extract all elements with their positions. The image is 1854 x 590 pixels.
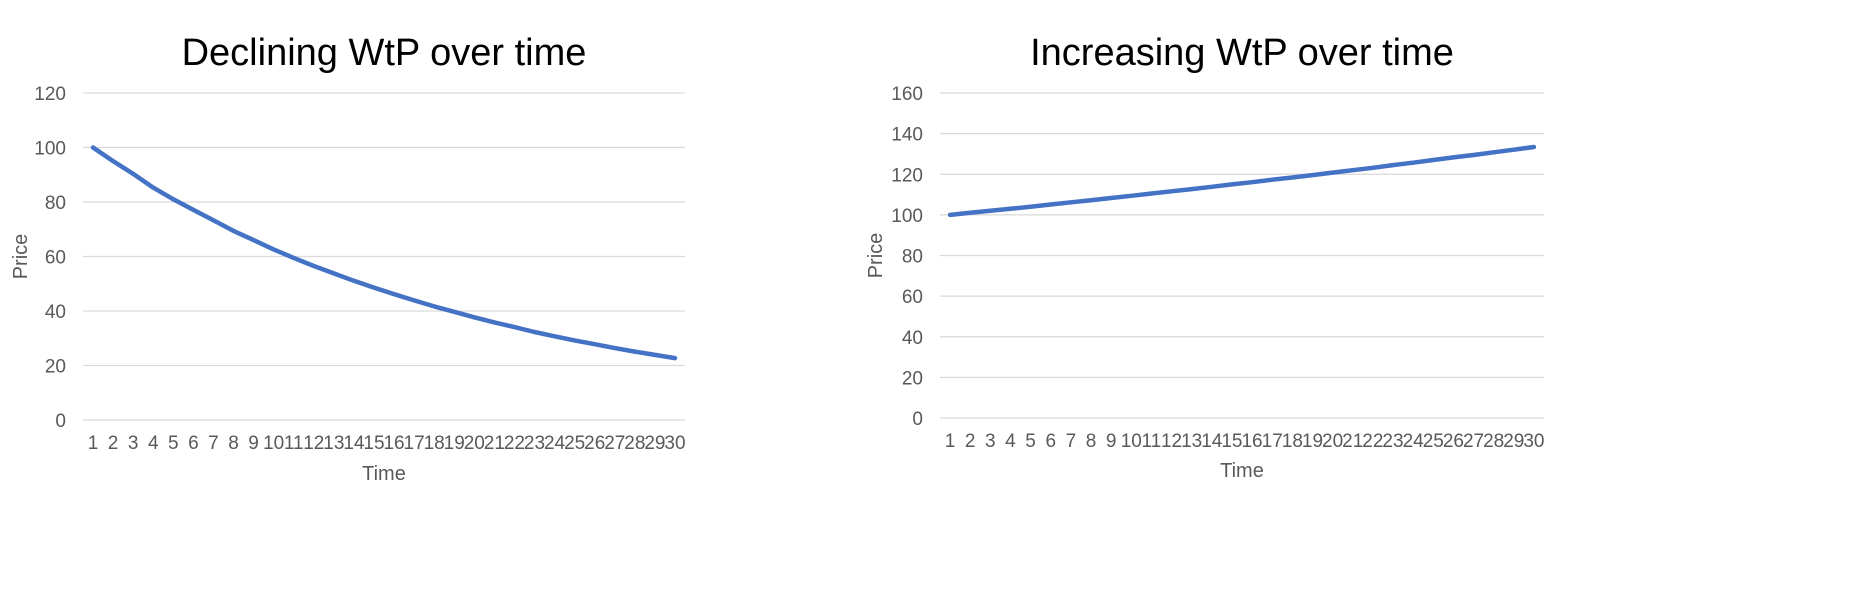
- y-tick-label: 160: [891, 84, 923, 105]
- x-tick-label: 17: [404, 433, 425, 454]
- x-tick-label: 1: [88, 433, 99, 454]
- x-tick-label: 8: [1086, 431, 1097, 452]
- x-tick-label: 12: [303, 433, 324, 454]
- chart-title: Increasing WtP over time: [1030, 32, 1454, 74]
- y-tick-label: 100: [34, 139, 66, 160]
- x-tick-label: 18: [1282, 431, 1303, 452]
- x-tick-label: 29: [644, 433, 665, 454]
- x-tick-label: 9: [1106, 431, 1117, 452]
- x-tick-label: 5: [168, 433, 179, 454]
- x-tick-label: 9: [248, 433, 259, 454]
- y-axis-label: Price: [865, 233, 887, 279]
- x-tick-label: 22: [504, 433, 525, 454]
- y-tick-label: 60: [45, 248, 66, 269]
- x-tick-label: 8: [228, 433, 239, 454]
- x-tick-label: 13: [1181, 431, 1202, 452]
- x-tick-label: 10: [263, 433, 284, 454]
- x-tick-label: 20: [1322, 431, 1343, 452]
- x-tick-label: 3: [128, 433, 139, 454]
- x-tick-label: 30: [1523, 431, 1544, 452]
- x-tick-label: 28: [624, 433, 645, 454]
- x-tick-label: 27: [604, 433, 625, 454]
- y-tick-label: 40: [45, 302, 66, 323]
- x-tick-label: 1: [945, 431, 956, 452]
- x-tick-label: 25: [1423, 431, 1444, 452]
- y-tick-label: 60: [902, 287, 923, 308]
- x-tick-label: 21: [484, 433, 505, 454]
- x-tick-label: 14: [1201, 431, 1223, 452]
- x-tick-label: 11: [284, 433, 304, 454]
- x-tick-label: 22: [1362, 431, 1383, 452]
- y-tick-label: 0: [912, 409, 923, 430]
- x-axis-label: Time: [362, 463, 406, 485]
- chart-svg: Increasing WtP over time0204060801001201…: [865, 32, 1545, 482]
- x-tick-label: 26: [584, 433, 605, 454]
- y-tick-label: 140: [891, 125, 923, 146]
- x-axis-label: Time: [1220, 460, 1264, 482]
- x-tick-label: 19: [1302, 431, 1323, 452]
- y-tick-label: 100: [891, 206, 923, 227]
- x-tick-label: 26: [1443, 431, 1464, 452]
- x-tick-label: 10: [1121, 431, 1142, 452]
- y-tick-label: 20: [902, 368, 923, 389]
- x-tick-label: 7: [208, 433, 219, 454]
- chart-title: Declining WtP over time: [182, 32, 587, 74]
- x-tick-label: 23: [524, 433, 545, 454]
- x-tick-label: 24: [544, 433, 566, 454]
- y-tick-label: 80: [45, 193, 66, 214]
- x-tick-label: 24: [1403, 431, 1425, 452]
- series-line: [90, 145, 678, 361]
- chart-increasing-wtp: Increasing WtP over time 0 20 40 60 80 100 120 1…: [865, 0, 1854, 590]
- y-tick-label: 20: [45, 357, 66, 378]
- y-tick-label: 80: [902, 247, 923, 268]
- x-tick-label: 6: [1045, 431, 1056, 452]
- x-tick-label: 20: [464, 433, 485, 454]
- y-tick-label: 0: [55, 411, 66, 432]
- x-tick-label: 2: [108, 433, 119, 454]
- x-tick-label: 21: [1342, 431, 1363, 452]
- chart-declining-wtp: Declining WtP over time 0 20 40 60 80 100 120 1 2…: [10, 32, 686, 485]
- x-tick-label: 4: [148, 433, 159, 454]
- y-tick-label: 40: [902, 328, 923, 349]
- x-tick-label: 3: [985, 431, 996, 452]
- x-tick-label: 11: [1142, 431, 1162, 452]
- x-tick-label: 5: [1025, 431, 1036, 452]
- x-tick-label: 16: [1241, 431, 1262, 452]
- x-tick-label: 19: [444, 433, 465, 454]
- x-tick-label: 29: [1503, 431, 1524, 452]
- x-tick-label: 12: [1161, 431, 1182, 452]
- x-tick-label: 28: [1483, 431, 1504, 452]
- x-tick-label: 25: [564, 433, 585, 454]
- x-tick-label: 23: [1382, 431, 1403, 452]
- x-tick-label: 18: [424, 433, 445, 454]
- x-tick-label: 7: [1066, 431, 1077, 452]
- y-tick-label: 120: [891, 165, 923, 186]
- x-tick-label: 4: [1005, 431, 1016, 452]
- y-axis-label: Price: [10, 234, 32, 280]
- x-tick-label: 30: [664, 433, 685, 454]
- x-tick-label: 15: [363, 433, 384, 454]
- series-line: [947, 144, 1537, 218]
- x-tick-label: 13: [323, 433, 344, 454]
- x-tick-label: 16: [383, 433, 404, 454]
- x-tick-label: 27: [1463, 431, 1484, 452]
- x-tick-label: 6: [188, 433, 199, 454]
- x-tick-label: 2: [965, 431, 976, 452]
- x-tick-label: 14: [343, 433, 365, 454]
- x-tick-label: 17: [1262, 431, 1283, 452]
- y-tick-label: 120: [34, 84, 66, 105]
- x-tick-label: 15: [1221, 431, 1242, 452]
